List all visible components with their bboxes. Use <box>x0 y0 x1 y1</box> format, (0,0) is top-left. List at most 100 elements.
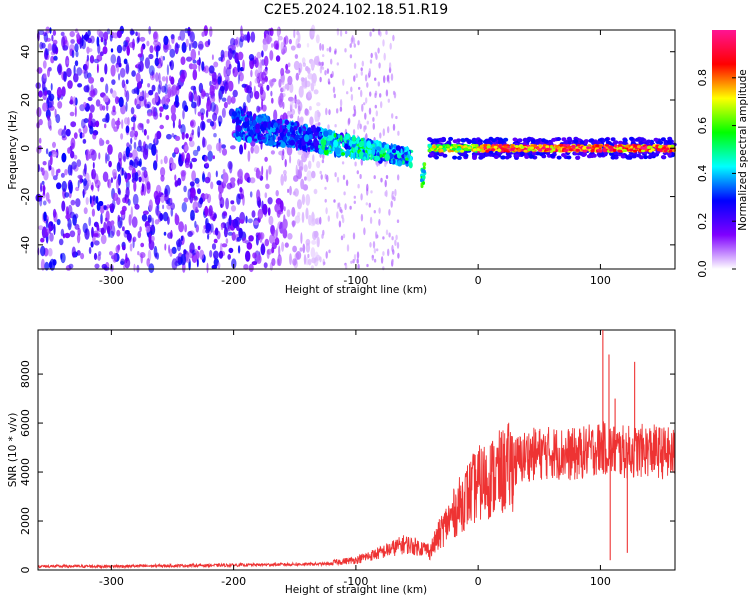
spectrogram-cell <box>154 57 160 67</box>
spectrogram-cell <box>246 85 253 94</box>
spectrogram-cell <box>384 161 387 168</box>
spectrogram-cell <box>365 202 368 206</box>
spectrogram-cell <box>95 99 101 107</box>
spectrogram-cell <box>287 188 290 193</box>
spectrogram-cell <box>448 136 454 141</box>
spectrogram-cell <box>164 243 167 251</box>
spectrogram-cell <box>250 146 254 154</box>
spectrogram-cell <box>87 96 93 102</box>
spectrogram-cell <box>323 148 329 156</box>
spectrogram-cell <box>205 228 210 234</box>
spectrogram-cell <box>106 103 109 112</box>
spectrogram-cell <box>253 138 258 142</box>
spectrogram-cell <box>314 110 318 123</box>
spectrogram-cell <box>116 229 121 237</box>
spectrogram-cell <box>218 192 223 202</box>
spectrogram-cell <box>61 36 66 48</box>
spectrogram-cell <box>52 30 57 36</box>
spectrogram-cell <box>543 139 549 144</box>
snr-xlabel: Height of straight line (km) <box>285 584 427 596</box>
spectrogram-cell <box>505 151 511 156</box>
spectrogram-cell <box>345 134 350 140</box>
spectrogram-cell <box>170 85 176 97</box>
spectrogram-cell <box>609 145 614 149</box>
spectrogram-cell <box>210 181 214 190</box>
spectrogram-cell <box>283 206 286 212</box>
spectrogram-cell <box>230 205 237 212</box>
spectrogram-cell <box>391 190 395 195</box>
spectrogram-cell <box>223 50 229 58</box>
spectrogram-cell <box>144 90 147 101</box>
spectrogram-cell <box>211 54 214 61</box>
spectrogram-cell <box>297 43 302 49</box>
spectrogram-cell <box>147 214 152 223</box>
spectrogram-cell <box>631 154 637 159</box>
spectrogram-cell <box>530 146 534 150</box>
spectrogram-cell <box>286 131 291 137</box>
spectrogram-cell <box>181 152 185 162</box>
spectrogram-cell <box>352 129 356 135</box>
spectrogram-cell <box>382 236 385 240</box>
spectrogram-cell <box>137 122 144 131</box>
spectrogram-cell <box>277 209 284 215</box>
spectrogram-ytick-label: -20 <box>19 188 32 206</box>
spectrogram-cell <box>279 132 285 137</box>
spectrogram-cell <box>55 113 61 124</box>
spectrogram-cell <box>136 36 139 44</box>
spectrogram-cell <box>352 37 356 45</box>
spectrogram-cell <box>665 147 670 151</box>
spectrogram-cell <box>344 263 348 270</box>
spectrogram-cell <box>264 238 270 247</box>
spectrogram-cell <box>378 218 381 226</box>
spectrogram-cell <box>247 136 252 144</box>
spectrogram-cell <box>369 91 372 97</box>
spectrogram-cell <box>159 106 164 112</box>
spectrogram-cell <box>223 101 228 109</box>
spectrogram-cell <box>52 259 57 266</box>
spectrogram-cell <box>566 140 572 145</box>
spectrogram-cell <box>110 220 115 226</box>
spectrogram-cell <box>342 141 345 148</box>
spectrogram-cell <box>377 47 380 54</box>
spectrogram-cell <box>550 153 555 158</box>
spectrogram-cell <box>545 145 550 149</box>
spectrogram-cell <box>83 178 87 187</box>
spectrogram-cell <box>127 116 130 126</box>
spectrogram-cell <box>86 54 89 62</box>
spectrogram-cell <box>90 149 97 161</box>
spectrogram-cell <box>76 67 83 76</box>
spectrogram-cell <box>178 118 181 130</box>
spectrogram-cell <box>527 148 532 152</box>
spectrogram-cell <box>143 129 147 136</box>
spectrogram-cell <box>218 92 221 103</box>
spectrogram-cell <box>220 223 224 231</box>
spectrogram-cell <box>382 128 385 137</box>
spectrogram-cell <box>270 90 273 97</box>
spectrogram-cell <box>310 60 315 69</box>
spectrogram-cell <box>179 29 186 41</box>
spectrogram-cell <box>45 192 50 202</box>
spectrogram-cell <box>554 144 559 148</box>
snr-series-line <box>38 421 675 570</box>
spectrogram-cell <box>88 246 92 255</box>
spectrogram-cell <box>160 159 163 165</box>
spectrogram-cell <box>336 62 339 66</box>
spectrogram-cell <box>122 44 127 52</box>
spectrogram-cell <box>391 113 394 119</box>
spectrogram-cell <box>134 98 137 106</box>
spectrogram-cell <box>287 233 293 240</box>
spectrogram-cell <box>386 74 390 83</box>
spectrogram-cell <box>474 144 479 147</box>
spectrogram-cell <box>314 137 317 143</box>
spectrogram-cell <box>223 211 228 216</box>
spectrogram-cell <box>255 123 261 129</box>
spectrogram-cell <box>69 30 75 38</box>
spectrogram-cell <box>319 76 322 83</box>
spectrogram-cell <box>120 166 123 176</box>
spectrogram-cell <box>75 50 79 58</box>
spectrogram-cell <box>71 50 75 58</box>
spectrogram-cell <box>61 180 67 192</box>
spectrogram-cell <box>324 146 328 151</box>
spectrogram-cell <box>301 194 305 205</box>
spectrogram-cell <box>211 243 217 250</box>
